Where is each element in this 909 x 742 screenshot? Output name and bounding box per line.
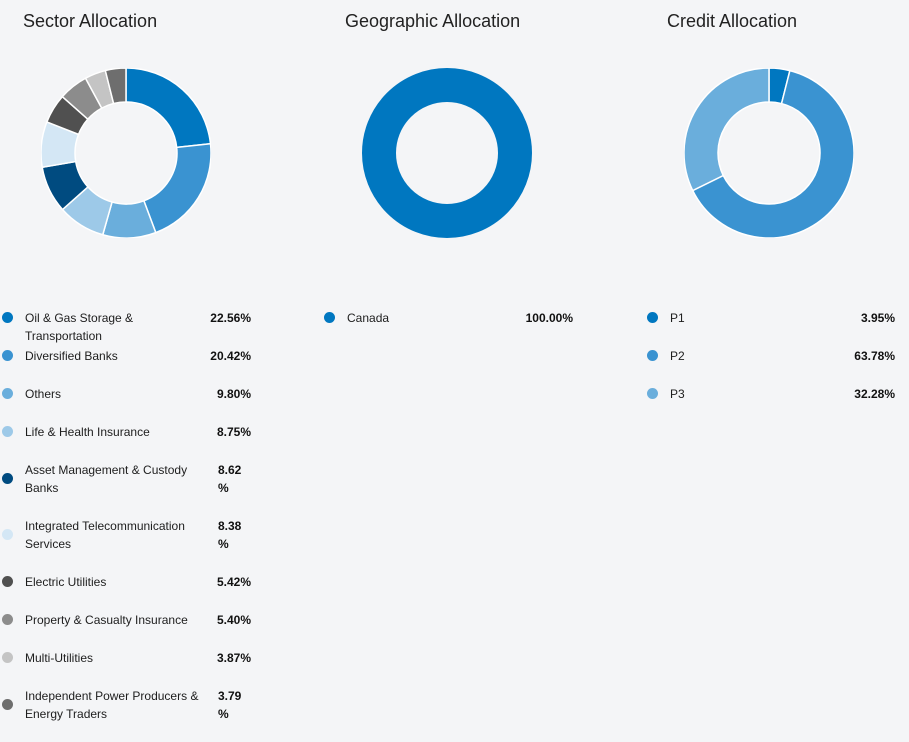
credit-legend: P1 3.95% P2 63.78% P3 32.28%	[645, 308, 909, 422]
legend-dot-icon	[647, 388, 658, 399]
legend-dot-icon	[2, 350, 13, 361]
legend-item-p3: P3 32.28%	[645, 384, 909, 422]
legend-value: 3.79%	[218, 689, 242, 721]
credit-donut-chart	[684, 68, 854, 238]
legend-label: Multi-Utilities	[25, 651, 94, 665]
legend-value: 8.62%	[218, 463, 242, 495]
legend-label: P1	[670, 311, 685, 325]
legend-label: Oil & Gas Storage & Transportation	[25, 311, 134, 343]
legend-value: 22.56%	[210, 311, 251, 325]
legend-dot-icon	[647, 312, 658, 323]
legend-label: Canada	[347, 311, 390, 325]
geographic-legend: Canada 100.00%	[322, 308, 582, 346]
sector-legend: Oil & Gas Storage & Transportation 22.56%…	[0, 308, 270, 742]
legend-label: Asset Management & Custody Banks	[25, 463, 188, 495]
legend-item-p2: P2 63.78%	[645, 346, 909, 384]
legend-dot-icon	[2, 473, 13, 484]
legend-value: 20.42%	[210, 349, 251, 363]
legend-item-others: Others 9.80%	[0, 384, 270, 422]
legend-item-diversified-banks: Diversified Banks 20.42%	[0, 346, 270, 384]
legend-item-independent-power-producers-energy-traders: Independent Power Producers & Energy Tra…	[0, 686, 270, 742]
legend-item-canada: Canada 100.00%	[322, 308, 582, 346]
legend-value: 5.42%	[216, 575, 251, 589]
donut-slice-independent-power-producers-energy-traders	[104, 68, 127, 105]
legend-dot-icon	[2, 426, 13, 437]
legend-item-asset-management-custody-banks: Asset Management & Custody Banks 8.62%	[0, 460, 270, 516]
sector-donut-chart	[41, 68, 211, 238]
legend-value: 3.95%	[860, 311, 895, 325]
legend-value: 3.87%	[216, 651, 251, 665]
legend-item-p1: P1 3.95%	[645, 308, 909, 346]
legend-label: Others	[25, 387, 62, 401]
legend-item-property-casualty-insurance: Property & Casualty Insurance 5.40%	[0, 610, 270, 648]
legend-label: Integrated Telecommunication Services	[25, 519, 185, 551]
legend-value: 63.78%	[854, 349, 895, 363]
sector-allocation-title: Sector Allocation	[23, 11, 158, 31]
legend-value: 100.00%	[525, 311, 573, 325]
legend-label: Diversified Banks	[25, 349, 118, 363]
donut-slice-p3	[684, 68, 770, 192]
legend-item-oil-gas-storage-transportation: Oil & Gas Storage & Transportation 22.56%	[0, 308, 270, 346]
legend-value: 8.75%	[216, 425, 251, 439]
legend-dot-icon	[2, 614, 13, 625]
legend-item-life-health-insurance: Life & Health Insurance 8.75%	[0, 422, 270, 460]
donut-slice-oil-gas-storage-transportation	[125, 68, 211, 149]
legend-value: 32.28%	[854, 387, 895, 401]
legend-label: Life & Health Insurance	[25, 425, 150, 439]
geographic-allocation-title: Geographic Allocation	[345, 11, 521, 31]
legend-dot-icon	[2, 529, 13, 540]
legend-label: Property & Casualty Insurance	[25, 613, 188, 627]
legend-value: 8.38%	[218, 519, 242, 551]
legend-item-electric-utilities: Electric Utilities 5.42%	[0, 572, 270, 610]
legend-label: Independent Power Producers & Energy Tra…	[25, 689, 199, 721]
legend-dot-icon	[647, 350, 658, 361]
donut-slice-diversified-banks	[142, 142, 211, 234]
legend-dot-icon	[2, 699, 13, 710]
legend-item-integrated-telecommunication-services: Integrated Telecommunication Services 8.3…	[0, 516, 270, 572]
geographic-donut-chart	[362, 68, 532, 238]
legend-dot-icon	[2, 652, 13, 663]
legend-label: P3	[670, 387, 685, 401]
legend-dot-icon	[2, 312, 13, 323]
credit-allocation-title: Credit Allocation	[667, 11, 798, 31]
legend-item-multi-utilities: Multi-Utilities 3.87%	[0, 648, 270, 686]
legend-label: Electric Utilities	[25, 575, 107, 589]
donut-slice-canada	[362, 68, 532, 238]
donut-slice-p2	[691, 69, 854, 238]
legend-dot-icon	[2, 576, 13, 587]
legend-dot-icon	[2, 388, 13, 399]
legend-value: 5.40%	[216, 613, 251, 627]
legend-dot-icon	[324, 312, 335, 323]
legend-label: P2	[670, 349, 685, 363]
legend-value: 9.80%	[216, 387, 251, 401]
